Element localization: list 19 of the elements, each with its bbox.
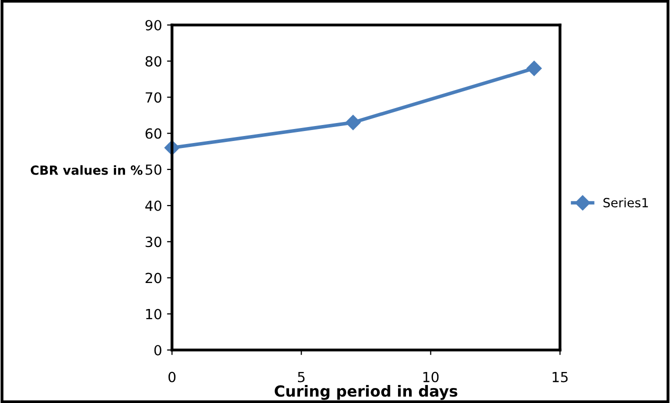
point <box>526 60 542 76</box>
x-tick-label: 5 <box>298 372 305 382</box>
legend-label: Series1 <box>603 198 648 208</box>
x-axis-title: Curing period in days <box>274 384 458 400</box>
y-tick-label: 70 <box>146 92 162 103</box>
x-tick-label: 0 <box>168 372 176 382</box>
point <box>345 114 361 130</box>
y-tick-label: 60 <box>146 128 162 139</box>
y-tick-label: 10 <box>146 308 162 320</box>
y-tick-label: 0 <box>154 344 162 356</box>
y-axis-title: CBR values in % <box>30 165 142 175</box>
y-tick-label: 40 <box>145 200 162 212</box>
y-tick-label: 20 <box>146 272 162 284</box>
y-tick-label: 50 <box>146 164 162 175</box>
y-tick-label: 80 <box>146 56 162 67</box>
x-tick-label: 15 <box>552 372 568 382</box>
y-tick-label: 90 <box>145 20 162 30</box>
y-tick-label: 30 <box>146 236 162 248</box>
x-tick-label: 10 <box>423 372 439 382</box>
